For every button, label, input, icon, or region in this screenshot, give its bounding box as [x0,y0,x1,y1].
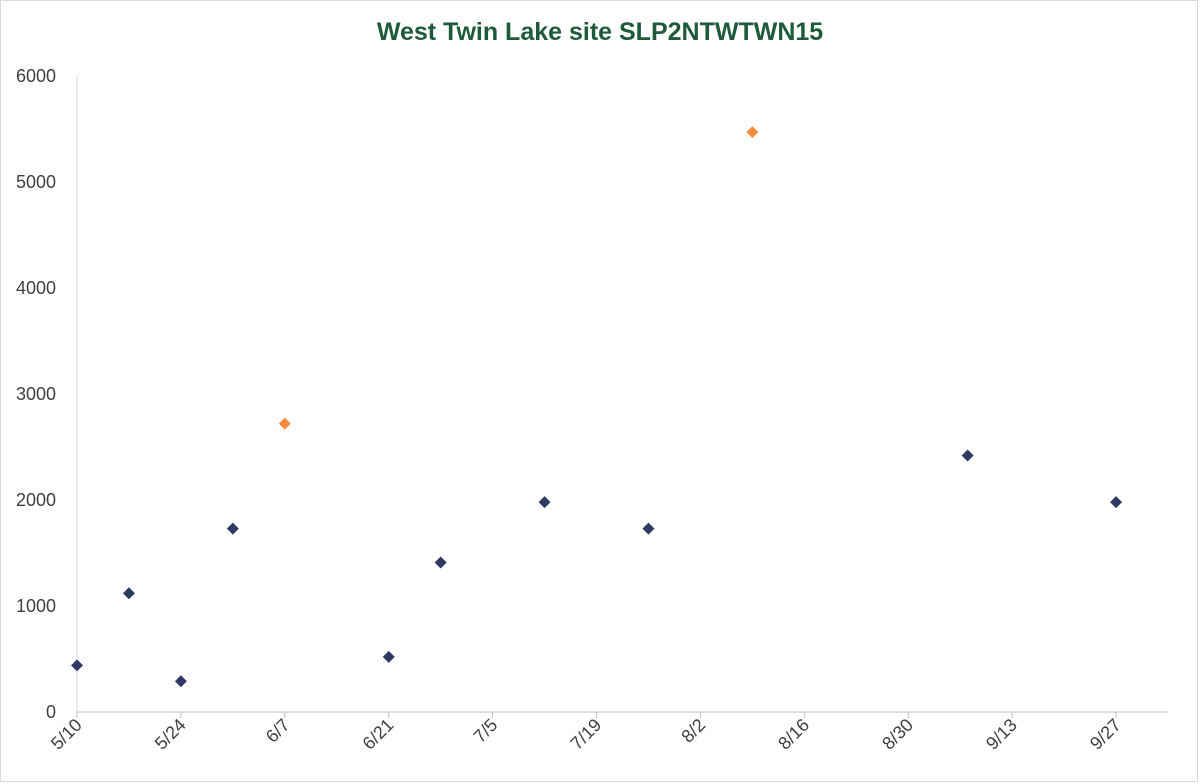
y-tick-label: 1000 [16,596,56,616]
data-points [71,126,1123,688]
x-tick-label: 7/5 [470,715,502,747]
data-point [278,417,291,430]
x-tick-label: 9/13 [982,715,1021,754]
data-point [1110,496,1123,509]
x-tick-label: 6/7 [262,715,294,747]
x-tick-label: 7/19 [566,715,605,754]
y-tick-label: 5000 [16,172,56,192]
x-tick-label: 8/16 [774,715,813,754]
data-point [71,659,83,672]
chart-title: West Twin Lake site SLP2NTWTWN15 [376,18,824,46]
data-point [174,675,187,688]
y-tick-label: 2000 [16,490,56,510]
x-tick-label: 8/2 [677,715,709,747]
data-point [434,556,447,569]
data-point [746,126,759,139]
data-point [961,449,974,462]
x-tick-label: 6/21 [359,715,398,754]
y-tick-label: 3000 [16,384,56,404]
x-tick-label: 5/24 [151,715,190,754]
y-axis-tick-labels: 0 1000 2000 3000 4000 5000 6000 [16,66,56,722]
x-axis: 5/10 5/24 6/7 6/21 7/5 7/19 8/2 8/16 8/30 9/13 9/2… [47,711,1168,754]
y-tick-label: 4000 [16,278,56,298]
data-point [382,650,395,663]
y-tick-label: 0 [46,702,56,722]
data-point [538,496,551,509]
x-tick-label: 9/27 [1086,715,1125,754]
y-tick-label: 6000 [16,66,56,86]
data-point [226,522,239,535]
data-point [122,587,135,600]
x-tick-label: 8/30 [878,715,917,754]
data-point [642,522,655,535]
